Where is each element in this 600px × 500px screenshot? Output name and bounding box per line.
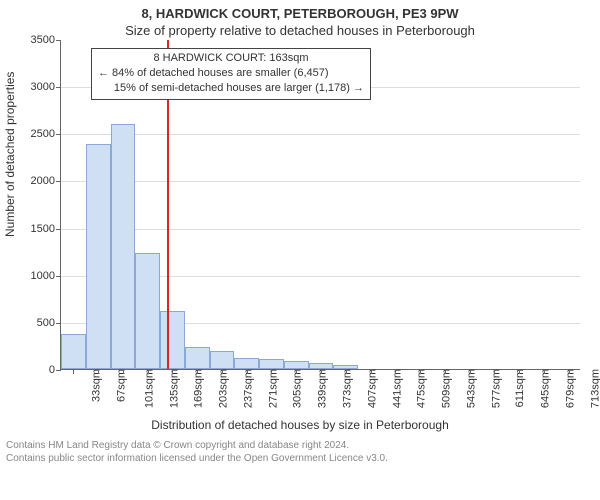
xtick-mark xyxy=(98,369,99,374)
histogram-bar xyxy=(160,311,185,369)
x-axis-label: Distribution of detached houses by size … xyxy=(0,418,600,432)
xtick-mark xyxy=(172,369,173,374)
xtick-mark xyxy=(470,369,471,374)
xtick-label: 475sqm xyxy=(410,369,428,408)
ytick-label: 1000 xyxy=(31,270,61,282)
xtick-label: 713sqm xyxy=(583,369,600,408)
xtick-mark xyxy=(346,369,347,374)
xtick-mark xyxy=(445,369,446,374)
footer: Contains HM Land Registry data © Crown c… xyxy=(0,436,600,465)
xtick-label: 611sqm xyxy=(508,369,526,407)
histogram-bar xyxy=(61,334,86,369)
xtick-label: 305sqm xyxy=(286,369,304,408)
annotation-line-2: ← 84% of detached houses are smaller (6,… xyxy=(98,66,364,81)
title-main: 8, HARDWICK COURT, PETERBOROUGH, PE3 9PW xyxy=(0,6,600,21)
ytick-label: 2000 xyxy=(31,175,61,187)
xtick-label: 407sqm xyxy=(360,369,378,408)
histogram-bar xyxy=(135,253,160,369)
title-block: 8, HARDWICK COURT, PETERBOROUGH, PE3 9PW… xyxy=(0,0,600,38)
plot-region: 8 HARDWICK COURT: 163sqm ← 84% of detach… xyxy=(60,40,580,370)
xtick-mark xyxy=(420,369,421,374)
gridline xyxy=(61,181,580,182)
xtick-label: 237sqm xyxy=(237,369,255,408)
gridline xyxy=(61,134,580,135)
xtick-label: 577sqm xyxy=(484,369,502,408)
title-sub: Size of property relative to detached ho… xyxy=(0,23,600,38)
xtick-label: 543sqm xyxy=(459,369,477,408)
annotation-line-3: 15% of semi-detached houses are larger (… xyxy=(98,81,364,96)
ytick-label: 1500 xyxy=(31,223,61,235)
xtick-label: 339sqm xyxy=(311,369,329,408)
xtick-mark xyxy=(395,369,396,374)
annotation-box: 8 HARDWICK COURT: 163sqm ← 84% of detach… xyxy=(91,48,371,100)
footer-line-2: Contains public sector information licen… xyxy=(6,453,594,466)
ytick-label: 3000 xyxy=(31,81,61,93)
xtick-mark xyxy=(271,369,272,374)
xtick-label: 509sqm xyxy=(435,369,453,408)
xtick-mark xyxy=(321,369,322,374)
ytick-label: 3500 xyxy=(31,34,61,46)
histogram-bar xyxy=(111,124,136,369)
xtick-mark xyxy=(371,369,372,374)
xtick-label: 101sqm xyxy=(137,369,155,408)
xtick-mark xyxy=(123,369,124,374)
xtick-mark xyxy=(544,369,545,374)
xtick-label: 67sqm xyxy=(110,369,128,402)
histogram-bar xyxy=(86,144,111,369)
xtick-label: 169sqm xyxy=(187,369,205,408)
xtick-mark xyxy=(222,369,223,374)
xtick-mark xyxy=(73,369,74,374)
xtick-label: 203sqm xyxy=(212,369,230,408)
xtick-mark xyxy=(148,369,149,374)
xtick-label: 679sqm xyxy=(558,369,576,408)
histogram-bar xyxy=(259,359,284,369)
gridline xyxy=(61,229,580,230)
xtick-label: 441sqm xyxy=(385,369,403,408)
xtick-mark xyxy=(247,369,248,374)
histogram-bar xyxy=(185,347,210,369)
xtick-mark xyxy=(197,369,198,374)
xtick-mark xyxy=(519,369,520,374)
xtick-label: 135sqm xyxy=(162,369,180,408)
histogram-bar xyxy=(210,351,235,369)
chart-area: Number of detached properties 8 HARDWICK… xyxy=(0,38,600,436)
xtick-mark xyxy=(569,369,570,374)
xtick-label: 271sqm xyxy=(261,369,279,408)
histogram-bar xyxy=(234,358,259,369)
footer-line-1: Contains HM Land Registry data © Crown c… xyxy=(6,440,594,453)
xtick-label: 33sqm xyxy=(85,369,103,402)
xtick-label: 645sqm xyxy=(534,369,552,408)
ytick-label: 0 xyxy=(49,364,61,376)
annotation-line-1: 8 HARDWICK COURT: 163sqm xyxy=(98,51,364,66)
ytick-label: 500 xyxy=(37,317,61,329)
xtick-label: 373sqm xyxy=(336,369,354,408)
xtick-mark xyxy=(494,369,495,374)
histogram-bar xyxy=(284,361,309,369)
ytick-label: 2500 xyxy=(31,128,61,140)
y-axis-label: Number of detached properties xyxy=(3,72,17,237)
xtick-mark xyxy=(296,369,297,374)
